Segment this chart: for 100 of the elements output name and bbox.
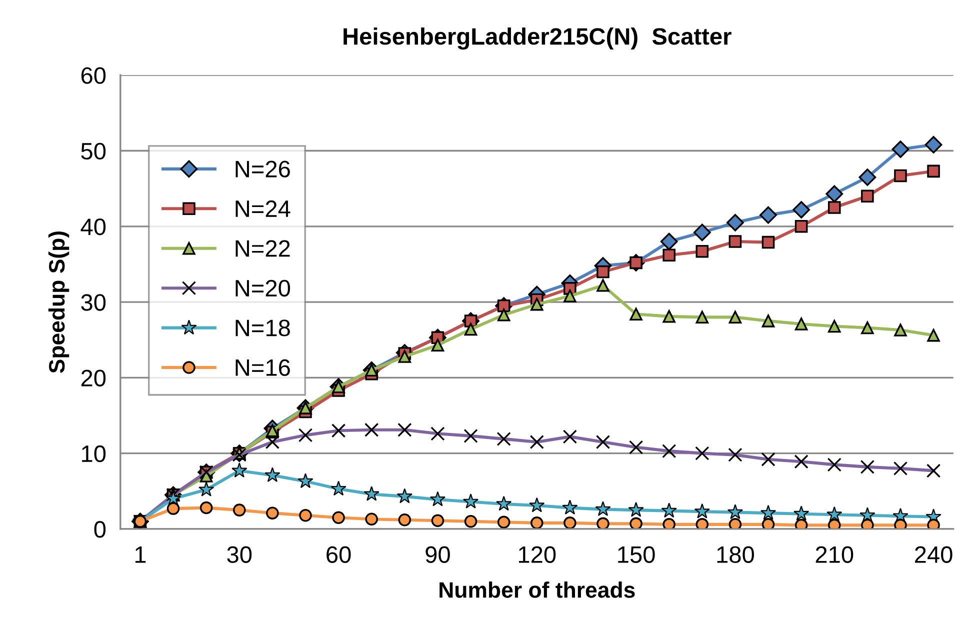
point xyxy=(924,136,942,154)
point xyxy=(927,164,940,178)
point xyxy=(927,518,940,529)
point xyxy=(464,322,478,336)
point xyxy=(861,518,874,529)
point xyxy=(630,308,642,321)
point xyxy=(828,320,841,333)
legend-label: N=26 xyxy=(236,160,290,178)
point xyxy=(760,504,776,520)
point xyxy=(892,140,910,158)
point xyxy=(693,224,711,242)
point xyxy=(462,494,479,508)
point xyxy=(264,467,280,482)
legend-label: N=24 xyxy=(236,200,290,217)
point xyxy=(530,516,544,529)
point xyxy=(726,214,744,232)
point xyxy=(396,488,412,504)
point xyxy=(793,506,810,521)
point xyxy=(762,314,775,328)
point xyxy=(596,517,610,529)
y-tick-label: 0 xyxy=(94,521,106,538)
point xyxy=(794,220,808,233)
point xyxy=(332,511,345,524)
point xyxy=(330,480,346,496)
point xyxy=(562,500,578,515)
point xyxy=(166,502,180,515)
legend-label: N=20 xyxy=(236,280,290,297)
point xyxy=(927,328,940,342)
point xyxy=(595,501,611,516)
point xyxy=(828,201,841,214)
point xyxy=(728,518,742,529)
point xyxy=(564,290,576,302)
point xyxy=(232,504,246,516)
point xyxy=(861,321,874,334)
point xyxy=(596,265,610,278)
legend-label: N=22 xyxy=(236,240,290,257)
point xyxy=(894,518,907,529)
point xyxy=(660,232,678,250)
point xyxy=(762,518,775,529)
point xyxy=(894,324,907,336)
point xyxy=(365,512,378,526)
point xyxy=(299,508,312,522)
point xyxy=(464,515,478,528)
point xyxy=(596,279,610,292)
point xyxy=(662,248,676,262)
x-tick-label: 210 xyxy=(816,546,854,563)
point xyxy=(431,514,444,528)
point xyxy=(662,310,676,323)
point xyxy=(431,338,444,352)
point xyxy=(298,473,314,488)
point xyxy=(828,518,841,529)
point xyxy=(529,497,545,512)
point xyxy=(727,504,744,520)
point xyxy=(762,236,775,249)
point xyxy=(894,169,907,182)
x-tick-label: 30 xyxy=(227,546,252,563)
x-tick-label: 1 xyxy=(135,546,146,563)
point xyxy=(728,235,742,248)
chart-title: HeisenbergLadder215C(N) Scatter xyxy=(344,27,732,50)
x-tick-label: 150 xyxy=(618,546,655,563)
point xyxy=(792,201,810,218)
point xyxy=(496,496,512,511)
y-tick-label: 40 xyxy=(80,218,106,236)
point xyxy=(200,501,213,514)
point xyxy=(430,491,446,506)
point xyxy=(266,506,279,520)
legend-label: N=16 xyxy=(236,359,290,376)
point xyxy=(694,503,710,518)
point xyxy=(661,502,677,518)
point xyxy=(398,514,412,526)
point xyxy=(858,168,876,186)
point xyxy=(662,518,676,529)
point xyxy=(696,244,709,258)
point xyxy=(696,310,709,324)
point xyxy=(696,518,709,529)
point xyxy=(728,310,742,324)
point xyxy=(826,506,842,522)
y-tick-label: 60 xyxy=(81,67,106,84)
x-tick-label: 90 xyxy=(426,546,450,563)
x-tick-label: 120 xyxy=(518,546,556,563)
point xyxy=(398,350,412,363)
y-tick-label: 20 xyxy=(81,370,106,386)
point xyxy=(530,298,544,311)
x-tick-label: 180 xyxy=(717,546,754,563)
point xyxy=(364,486,380,501)
point xyxy=(628,502,644,517)
point xyxy=(198,481,214,496)
point xyxy=(794,518,808,529)
y-tick-label: 30 xyxy=(81,294,106,311)
point xyxy=(564,516,576,529)
x-tick-label: 60 xyxy=(326,546,351,563)
point xyxy=(497,308,510,322)
point xyxy=(232,462,248,478)
y-tick-label: 50 xyxy=(81,142,106,160)
point xyxy=(630,517,642,529)
y-axis-title: Speedup S(p) xyxy=(48,232,70,374)
point xyxy=(861,190,874,203)
x-tick-label: 240 xyxy=(915,546,952,563)
point xyxy=(497,516,510,529)
point xyxy=(760,206,777,224)
